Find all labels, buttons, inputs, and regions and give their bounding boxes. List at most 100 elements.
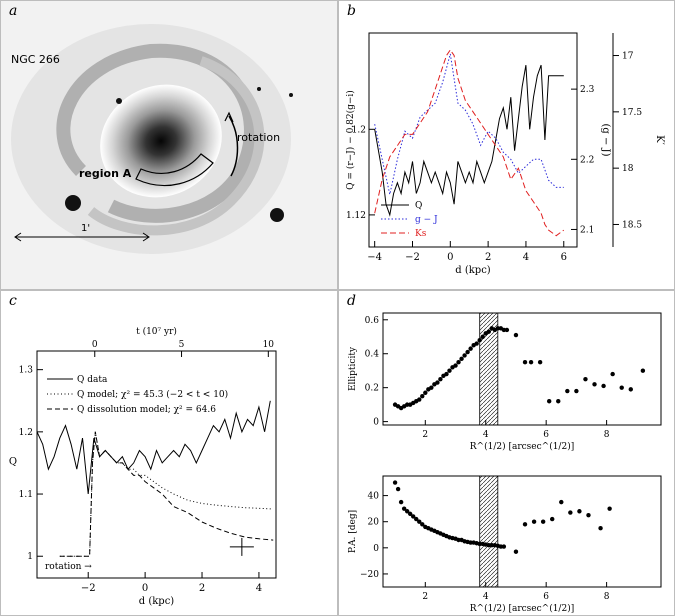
- pa-point: [417, 519, 422, 524]
- ellipticity-point: [495, 326, 501, 331]
- y-right2-tick-label: 18.5: [622, 220, 642, 230]
- pa-point: [398, 499, 404, 505]
- ellipticity-point: [513, 332, 519, 338]
- region-a-outline: [135, 153, 214, 187]
- x-tick-label: 2: [199, 583, 205, 594]
- pa-x-axis-label: R^(1/2) [arcsec^(1/2)]: [470, 603, 574, 614]
- legend-label: Ks: [415, 229, 427, 239]
- x-tick-label: 2: [422, 430, 428, 440]
- y-axis-label: Q: [9, 457, 17, 468]
- pa-point: [577, 509, 582, 514]
- ellipticity-point: [429, 385, 434, 390]
- ellipticity-point: [486, 329, 491, 334]
- y-right2-tick-label: 17: [622, 52, 634, 62]
- ellipticity-point: [628, 387, 633, 392]
- pa-point: [407, 511, 413, 517]
- pa-point: [540, 519, 546, 524]
- ellipticity-point: [417, 397, 422, 402]
- panel-c: −2 0 2 4 1 1.1 1.2 1.3 0 5 10 Q data Q model; χ² = 4…: [0, 290, 338, 616]
- series-line-0: [374, 64, 564, 217]
- series-line-1: [374, 53, 564, 195]
- ellipticity-point: [474, 341, 479, 346]
- ellipticity-point: [583, 376, 588, 382]
- x-tick-label: −4: [367, 252, 382, 263]
- ellipticity-point: [619, 385, 624, 390]
- galaxy-name: NGC 266: [11, 53, 60, 66]
- y-right2-label: K′: [654, 135, 665, 145]
- panel-a: NGC 266 region A rotation 1' a: [0, 0, 338, 290]
- legend-label: Q: [415, 201, 422, 211]
- ellipticity-point: [423, 390, 428, 395]
- pa-point: [404, 509, 410, 514]
- scale-label: 1': [81, 223, 90, 234]
- legend-label: g − J: [415, 215, 438, 225]
- y-left-tick-label: 1.12: [346, 211, 366, 221]
- chart-b: −4 −2 0 2 4 6 1.12 1.2 2.1 2.2 2.3 17 17.5 18 18.5 Qg −…: [345, 32, 665, 276]
- y-right1-tick-label: 2.2: [580, 155, 594, 165]
- x-tick-label: −2: [81, 583, 96, 594]
- pa-point: [586, 512, 591, 518]
- x-axis-label: d (kpc): [139, 596, 175, 607]
- panel-label-d: d: [347, 293, 356, 309]
- x-tick-label: 4: [483, 430, 489, 440]
- pa-point: [414, 516, 419, 522]
- y-tick-label: 0.6: [365, 316, 380, 326]
- pa-point: [456, 537, 461, 543]
- y-tick-label: 0.4: [365, 350, 380, 360]
- ellipticity-x-axis-label: R^(1/2) [arcsec^(1/2)]: [470, 441, 574, 452]
- ellipticity-frame: [382, 312, 662, 426]
- ellipticity-point: [453, 363, 458, 368]
- series-line-0: [36, 400, 271, 495]
- x-tick-label: 6: [561, 252, 567, 263]
- x-tick-label: 0: [447, 252, 453, 263]
- y-right1-tick-label: 2.3: [580, 85, 595, 95]
- ellipticity-point: [610, 371, 615, 377]
- pa-point: [522, 522, 528, 527]
- y-right2-tick-label: 17.5: [622, 108, 642, 118]
- y-tick-label: 0.2: [365, 384, 379, 394]
- pa-hatched-band: [479, 475, 499, 588]
- ellipticity-point: [480, 334, 485, 339]
- pa-point: [468, 540, 473, 545]
- y-tick-label: 0: [373, 418, 379, 428]
- ellipticity-point: [477, 337, 482, 343]
- legend-label: Q dissolution model; χ² = 64.6: [77, 405, 216, 415]
- ellipticity-point: [592, 382, 597, 387]
- ellipticity-point: [537, 360, 543, 365]
- region-label: region A: [79, 167, 132, 180]
- ellipticity-hatched-band: [479, 312, 499, 426]
- ellipticity-point: [546, 399, 552, 404]
- rotation-label: rotation: [237, 131, 280, 144]
- y-tick-label: 0: [373, 544, 379, 554]
- star-0: [65, 195, 81, 211]
- ellipticity-point: [447, 368, 452, 373]
- y-tick-label: 20: [368, 518, 380, 528]
- pa-point: [489, 543, 494, 548]
- pa-point: [498, 544, 504, 549]
- star-1: [270, 208, 284, 222]
- ellipticity-point: [640, 368, 646, 373]
- ellipticity-point: [444, 371, 449, 377]
- panel-d: 2 4 6 8 0 0.2 0.4 0.6 R^(1/2) [arcsec^(1/2)] Elli…: [338, 290, 675, 616]
- series-line-1: [59, 431, 274, 557]
- y-right2-tick-label: 18: [622, 164, 634, 174]
- y-right1-label: (g − J): [600, 124, 611, 157]
- ellipticity-point: [456, 360, 461, 365]
- galaxy-core: [100, 84, 222, 198]
- ellipticity-point: [565, 388, 570, 394]
- panel-label-c: c: [9, 293, 17, 309]
- legend-label: Q data: [77, 375, 108, 385]
- ellipticity-point: [556, 399, 561, 404]
- pa-point: [420, 522, 425, 527]
- x-tick-label: 2: [422, 592, 428, 602]
- top-tick-label: 0: [92, 340, 98, 350]
- y-tick-label: 1.3: [19, 366, 34, 376]
- spiral-arm-2: [87, 56, 265, 236]
- ellipticity-point: [504, 327, 510, 333]
- ellipticity-point: [574, 388, 579, 394]
- pa-point: [550, 516, 555, 522]
- galaxy-image: NGC 266 region A rotation 1': [1, 1, 337, 289]
- pa-point: [598, 526, 603, 531]
- star-2: [116, 98, 122, 104]
- chart-d: 2 4 6 8 0 0.2 0.4 0.6 R^(1/2) [arcsec^(1/2)] Elli…: [348, 312, 662, 614]
